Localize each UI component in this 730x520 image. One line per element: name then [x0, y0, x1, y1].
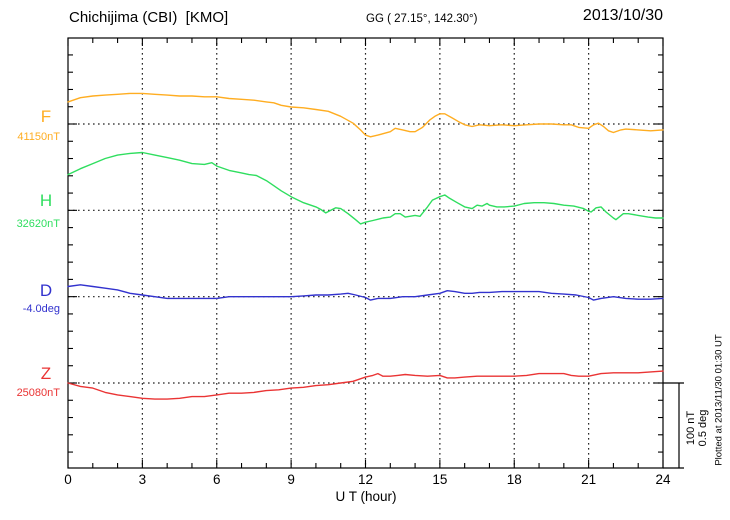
trace-d: [67, 284, 664, 301]
trace-z: [67, 370, 664, 400]
component-label-h: H: [39, 191, 53, 210]
trace-h: [67, 151, 664, 225]
x-tick-label: 3: [138, 472, 147, 487]
scale-bar-label-nt: 100 nT: [685, 410, 697, 446]
x-tick-label: 6: [212, 472, 221, 487]
station-title: Chichijima (CBI) [KMO]: [69, 9, 229, 26]
scale-bar-label-deg: 0.5 deg: [697, 409, 709, 447]
component-label-d: D: [39, 281, 53, 300]
x-tick-label: 15: [432, 472, 448, 487]
component-baseline-value-d: -4.0deg: [22, 303, 60, 315]
x-tick-label: 24: [655, 472, 671, 487]
x-tick-label: 0: [64, 472, 72, 487]
plotted-at-timestamp: Plotted at 2013/11/30 01:30 UT: [713, 334, 725, 466]
component-label-f: F: [40, 107, 52, 126]
component-baseline-value-f: 41150nT: [17, 131, 60, 143]
x-tick-label: 18: [506, 472, 522, 487]
component-label-z: Z: [40, 364, 52, 383]
x-tick-label: 21: [581, 472, 597, 487]
x-tick-label: 12: [357, 472, 374, 487]
x-axis-title: U T (hour): [335, 489, 397, 504]
component-baseline-value-z: 25080nT: [16, 387, 60, 399]
plot-date: 2013/10/30: [582, 7, 663, 24]
x-tick-label: 9: [287, 472, 295, 487]
scale-bar-label: 100 nT 0.5 deg: [685, 410, 709, 447]
geographic-coordinates: GG ( 27.15°, 142.30°): [366, 13, 478, 25]
component-baseline-value-h: 32620nT: [16, 218, 60, 230]
trace-f: [67, 92, 664, 138]
